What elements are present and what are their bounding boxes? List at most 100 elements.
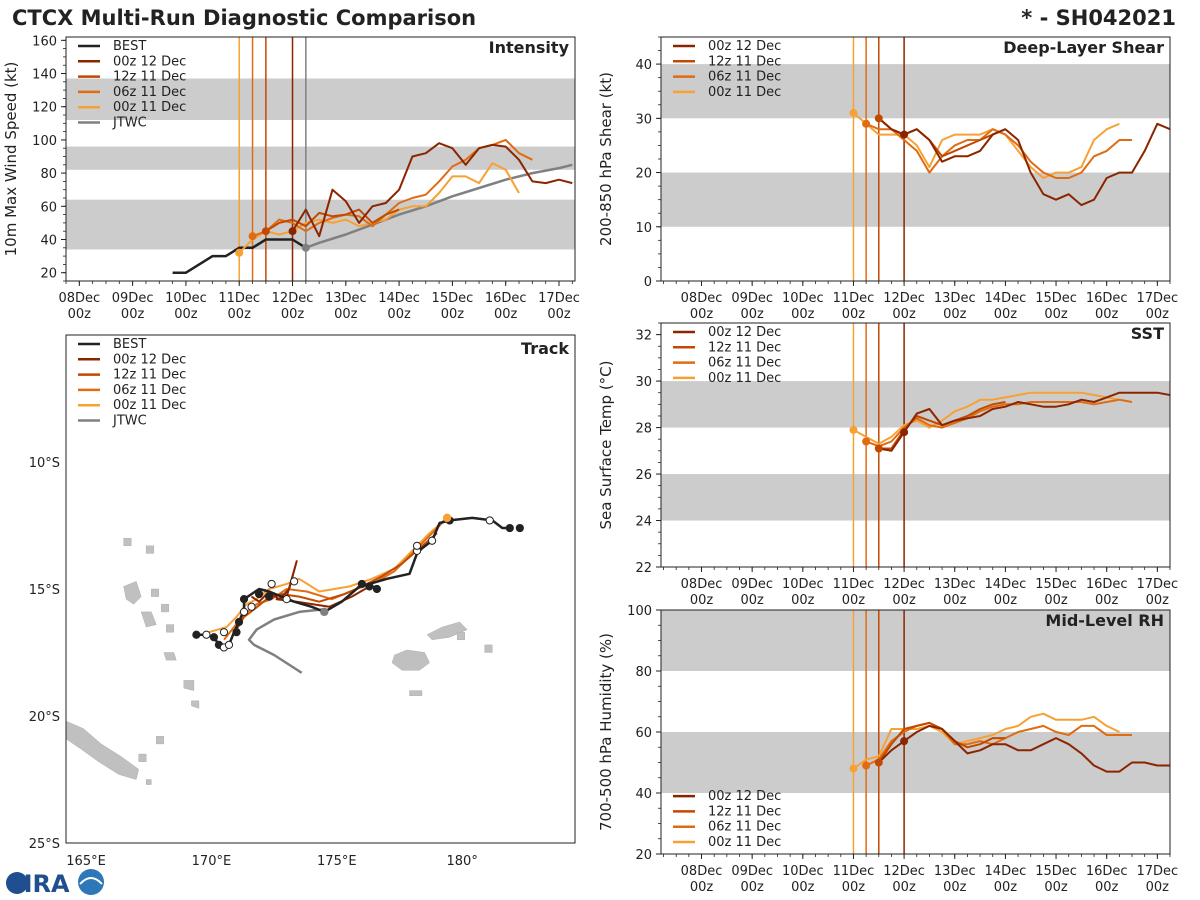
x-tick-label-date: 12Dec <box>883 577 925 592</box>
x-tick-label-time: 00z <box>494 307 518 322</box>
x-tick-label-time: 00z <box>791 593 815 608</box>
x-tick-label-time: 00z <box>1146 593 1170 608</box>
land-erromango <box>183 680 195 691</box>
x-tick-label-date: 15Dec <box>432 291 474 306</box>
land-small-2 <box>161 603 170 613</box>
cira-logo-wave-icon <box>79 877 103 885</box>
x-tick-label-date: 10Dec <box>782 291 824 306</box>
y-tick-label: 32 <box>635 329 652 344</box>
run-start-marker <box>900 737 909 746</box>
y-tick-label: 24 <box>635 515 652 530</box>
run-start-marker <box>849 764 858 773</box>
y-tick-label: 26 <box>635 468 652 483</box>
plot-background <box>661 323 1170 567</box>
x-tick-label-date: 11Dec <box>833 864 875 879</box>
x-tick-label-date: 15Dec <box>1035 864 1077 879</box>
legend-label: 06z 11 Dec <box>113 383 186 398</box>
x-tick-label-time: 00z <box>68 307 92 322</box>
land-small-1 <box>151 588 160 597</box>
y-axis-label: 700-500 hPa Humidity (%) <box>597 633 615 831</box>
x-tick-label-time: 00z <box>892 880 916 895</box>
series-line-06z-11-dec <box>865 721 1132 767</box>
best-track-point <box>264 592 274 601</box>
cira-logo: CIRA <box>6 869 104 898</box>
lon-tick-label: 170°E <box>192 854 232 869</box>
x-tick-label-time: 00z <box>441 307 465 322</box>
x-tick-label-date: 14Dec <box>985 291 1027 306</box>
series-line-00z-12-dec <box>878 724 1170 773</box>
y-tick-label: 22 <box>635 561 652 576</box>
x-tick-label-date: 08Dec <box>681 864 723 879</box>
x-tick-label-date: 16Dec <box>485 291 527 306</box>
x-tick-label-time: 00z <box>791 307 815 322</box>
x-tick-label-time: 00z <box>842 307 866 322</box>
series-line-00z-11-dec <box>852 712 1120 770</box>
track-panel: 10°S 15°S 20°S 25°S 165°E 170°E 175°E 180° Track… <box>29 334 576 869</box>
x-tick-label-time: 00z <box>387 307 411 322</box>
best-track-point <box>234 617 244 627</box>
series-line-00z-12-dec <box>878 391 1170 452</box>
x-tick-label-time: 00z <box>994 593 1018 608</box>
best-track-point <box>202 630 211 639</box>
y-tick-label: 160 <box>32 34 57 49</box>
legend-label: 00z 11 Dec <box>708 85 781 100</box>
land-efate <box>163 652 177 661</box>
x-tick-label-date: 14Dec <box>985 864 1027 879</box>
x-tick-label-time: 00z <box>690 307 714 322</box>
x-tick-label-date: 10Dec <box>782 577 824 592</box>
land-taveuni <box>456 631 465 641</box>
panel-title: SST <box>1131 324 1164 343</box>
rh-panel: 2040608010008Dec00z09Dec00z10Dec00z11Dec… <box>597 604 1178 895</box>
legend-label: 12z 11 Dec <box>708 804 781 819</box>
x-tick-label-date: 11Dec <box>833 577 875 592</box>
x-tick-label-date: 14Dec <box>378 291 420 306</box>
series-line-00z-11-dec <box>853 391 1120 445</box>
best-track-point <box>372 584 382 594</box>
land-loyalty-1 <box>156 736 165 745</box>
plot-area <box>661 37 1170 281</box>
plot-area <box>661 610 1170 854</box>
lat-tick-label: 10°S <box>29 456 60 471</box>
x-tick-label-time: 00z <box>1044 593 1068 608</box>
y-tick-label: 100 <box>627 604 652 619</box>
x-tick-label-time: 00z <box>174 307 198 322</box>
run-start-marker <box>874 114 883 123</box>
legend-label: 12z 11 Dec <box>708 54 781 69</box>
run-start-marker <box>849 108 858 117</box>
intensity-panel: 2040608010012014016008Dec00z09Dec00z10De… <box>2 34 580 322</box>
shaded-band <box>66 78 575 120</box>
x-tick-label-date: 11Dec <box>833 291 875 306</box>
cira-logo-text: CIRA <box>6 870 70 898</box>
legend-label: 12z 11 Dec <box>113 70 186 85</box>
y-tick-label: 80 <box>40 167 57 182</box>
legend-label: 00z 11 Dec <box>113 100 186 115</box>
map-frame <box>65 334 576 844</box>
y-tick-label: 40 <box>635 58 652 73</box>
x-tick-label-time: 00z <box>740 880 764 895</box>
x-tick-label-time: 00z <box>281 307 305 322</box>
y-tick-label: 140 <box>32 68 57 83</box>
series-line-12z-11-dec <box>265 208 400 233</box>
run-start-marker <box>862 437 871 446</box>
series-line-jtwc <box>305 163 573 249</box>
series-line-best <box>172 238 307 274</box>
land-new-caledonia <box>66 720 139 780</box>
x-tick-label-date: 10Dec <box>782 864 824 879</box>
x-tick-label-date: 09Dec <box>731 291 773 306</box>
track-line-jtwc <box>247 608 325 674</box>
x-tick-label-time: 00z <box>943 593 967 608</box>
x-tick-label-date: 16Dec <box>1086 577 1128 592</box>
x-tick-label-time: 00z <box>1146 307 1170 322</box>
axes-frame <box>660 322 1171 568</box>
panel-title: Track <box>521 339 569 358</box>
y-tick-label: 28 <box>635 422 652 437</box>
land-small-3 <box>166 624 175 633</box>
y-axis-label: 10m Max Wind Speed (kt) <box>2 62 20 257</box>
best-track-point <box>232 628 241 637</box>
cira-logo-globe-icon <box>6 872 28 894</box>
x-tick-label-time: 00z <box>892 307 916 322</box>
x-tick-label-time: 00z <box>791 880 815 895</box>
land-loyalty-2 <box>138 753 147 762</box>
x-tick-label-time: 00z <box>334 307 358 322</box>
